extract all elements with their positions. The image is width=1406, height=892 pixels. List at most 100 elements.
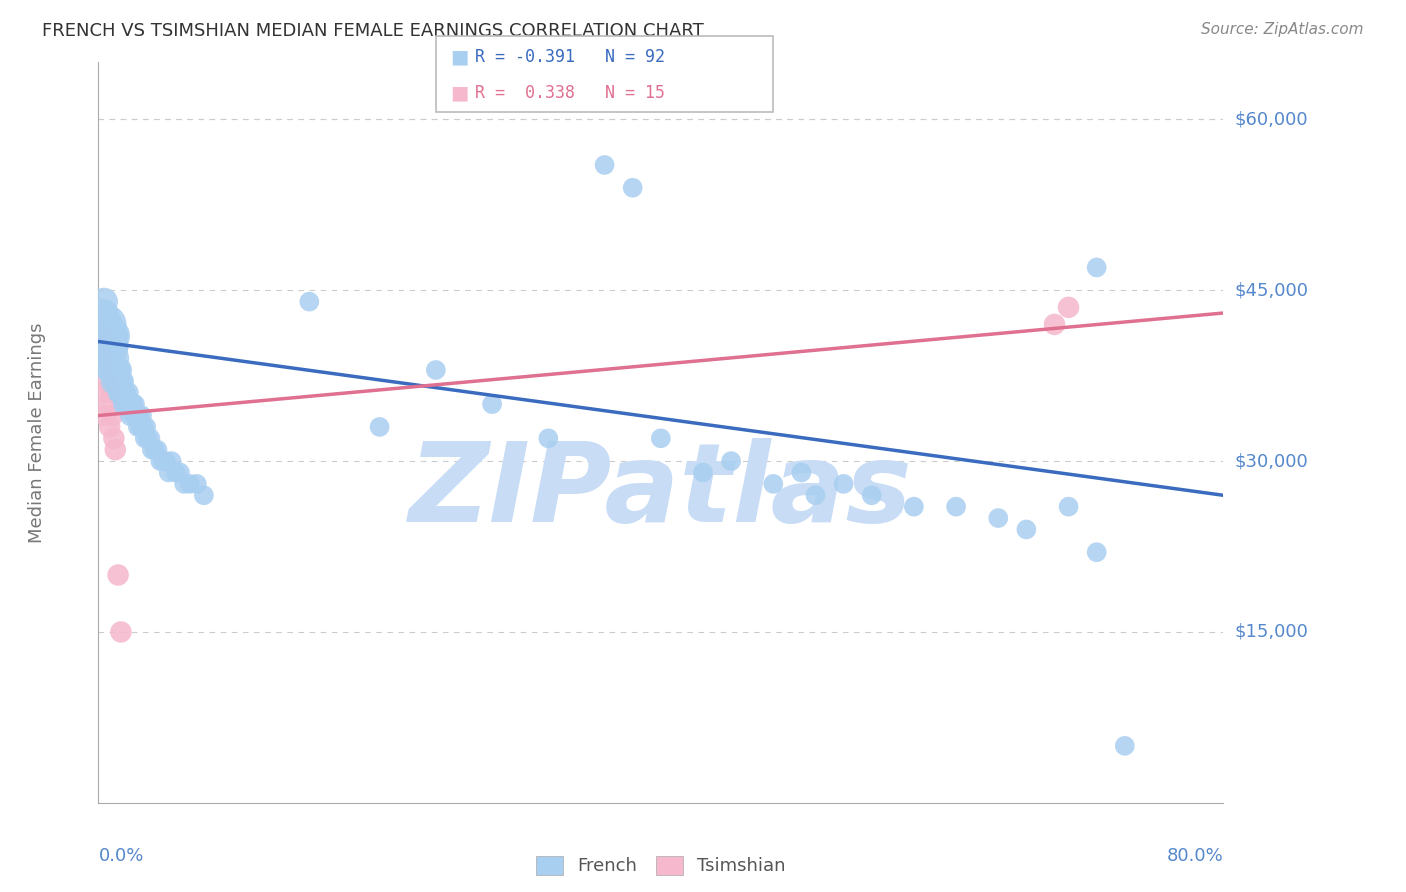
Point <box>120 409 142 423</box>
Point <box>139 431 162 445</box>
Point <box>94 409 117 423</box>
Point <box>149 454 172 468</box>
Point <box>832 476 855 491</box>
Point <box>93 385 115 400</box>
Point <box>98 351 121 366</box>
Point <box>97 363 120 377</box>
Point <box>93 294 115 309</box>
Point <box>124 397 146 411</box>
Point <box>98 420 121 434</box>
Point <box>94 306 117 320</box>
Point <box>94 328 117 343</box>
Point <box>96 351 118 366</box>
Point <box>90 328 112 343</box>
Point <box>593 158 616 172</box>
Point <box>155 454 177 468</box>
Point <box>110 385 132 400</box>
Point <box>105 375 128 389</box>
Point <box>101 340 124 354</box>
Point <box>107 363 129 377</box>
Text: ZIPatlas: ZIPatlas <box>409 438 912 545</box>
Point <box>91 351 114 366</box>
Point <box>173 476 195 491</box>
Point <box>110 624 132 639</box>
Point <box>650 431 672 445</box>
Point <box>111 375 134 389</box>
Text: Source: ZipAtlas.com: Source: ZipAtlas.com <box>1201 22 1364 37</box>
Point <box>101 363 124 377</box>
Point <box>97 318 120 332</box>
Point <box>135 420 157 434</box>
Point <box>96 375 118 389</box>
Text: $30,000: $30,000 <box>1234 452 1308 470</box>
Point <box>804 488 827 502</box>
Point <box>100 340 122 354</box>
Point <box>98 340 121 354</box>
Text: FRENCH VS TSIMSHIAN MEDIAN FEMALE EARNINGS CORRELATION CHART: FRENCH VS TSIMSHIAN MEDIAN FEMALE EARNIN… <box>42 22 704 40</box>
Point <box>1085 260 1108 275</box>
Point <box>97 397 120 411</box>
Point <box>107 568 129 582</box>
Point <box>481 397 503 411</box>
Point <box>129 420 152 434</box>
Point <box>103 431 125 445</box>
Point <box>128 409 150 423</box>
Text: 80.0%: 80.0% <box>1167 847 1223 865</box>
Text: ■: ■ <box>450 83 468 102</box>
Point <box>165 466 187 480</box>
Text: $60,000: $60,000 <box>1234 111 1308 128</box>
Point <box>101 328 124 343</box>
Point <box>762 476 785 491</box>
Point <box>169 466 191 480</box>
Point <box>104 351 127 366</box>
Point <box>134 431 156 445</box>
Point <box>368 420 391 434</box>
Point <box>110 375 132 389</box>
Point <box>103 340 125 354</box>
Point <box>1015 523 1038 537</box>
Text: ■: ■ <box>450 47 468 66</box>
Point <box>104 442 127 457</box>
Point <box>97 340 120 354</box>
Point <box>537 431 560 445</box>
Point <box>425 363 447 377</box>
Point <box>127 420 149 434</box>
Point <box>157 466 180 480</box>
Point <box>121 397 143 411</box>
Point <box>122 409 145 423</box>
Point <box>1057 301 1080 315</box>
Point <box>112 385 135 400</box>
Point <box>98 328 121 343</box>
Point <box>100 385 122 400</box>
Text: R = -0.391   N = 92: R = -0.391 N = 92 <box>475 48 665 66</box>
Point <box>1043 318 1066 332</box>
Point <box>1085 545 1108 559</box>
Point <box>108 385 131 400</box>
Point <box>94 340 117 354</box>
Point <box>621 180 644 194</box>
Point <box>100 351 122 366</box>
Point <box>96 328 118 343</box>
Point <box>131 409 153 423</box>
Point <box>103 375 125 389</box>
Point <box>720 454 742 468</box>
Point <box>107 375 129 389</box>
Point <box>112 397 135 411</box>
Point <box>160 454 183 468</box>
Point <box>125 409 148 423</box>
Text: Median Female Earnings: Median Female Earnings <box>28 322 45 543</box>
Point <box>104 363 127 377</box>
Point <box>114 385 136 400</box>
Point <box>152 454 174 468</box>
Point <box>91 306 114 320</box>
Point <box>193 488 215 502</box>
Point <box>93 340 115 354</box>
Point <box>136 431 159 445</box>
Point <box>141 442 163 457</box>
Text: $15,000: $15,000 <box>1234 623 1308 641</box>
Point <box>146 442 169 457</box>
Point <box>186 476 208 491</box>
Point <box>101 409 124 423</box>
Point <box>115 397 138 411</box>
Point <box>96 318 118 332</box>
